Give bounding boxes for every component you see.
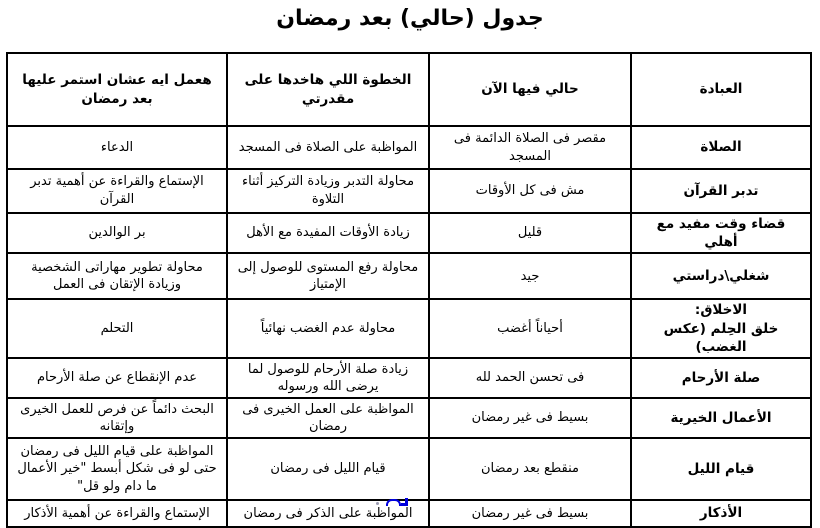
step: زيادة صلة الأرحام للوصول لما يرضى الله و…	[226, 357, 430, 400]
table-row-kinship-ties: صلة الأرحام فى تحسن الحمد لله زيادة صلة …	[6, 357, 812, 400]
table-row-quran-reflection: تدبر القرآن مش فى كل الأوقات محاولة التد…	[6, 168, 812, 214]
table-row-night-prayer: قيام الليل منقطع بعد رمضان قيام الليل فى…	[6, 437, 812, 502]
current-state: جيد	[428, 252, 632, 301]
document-page: { "title": "جدول (حالي) بعد رمضان", "tab…	[6, 6, 812, 528]
step: المواظبة على الصلاة فى المسجد	[226, 125, 430, 170]
worship-plan-table: العبادة حالي فيها الآن الخطوة اللي هاخده…	[6, 52, 812, 528]
column-header-step: الخطوة اللي هاخدها على مقدرتي	[226, 52, 430, 127]
table-row-morals-forbearance: الاخلاق: خلق الحِلم (عكس الغضب) أحياناً …	[6, 298, 812, 360]
table-row-charity-work: الأعمال الخيرية بسيط فى غير رمضان المواظ…	[6, 397, 812, 440]
worship-name: قيام الليل	[630, 437, 812, 502]
step: محاولة التدبر وزيادة التركيز أثناء التلا…	[226, 168, 430, 214]
worship-name: تدبر القرآن	[630, 168, 812, 214]
clipped-glyph-serif	[401, 503, 407, 506]
continue-plan: الإستماع والقراءة عن أهمية تدبر القرآن	[6, 168, 228, 214]
step: زيادة الأوقات المفيدة مع الأهل	[226, 211, 430, 255]
continue-plan: بر الوالدين	[6, 211, 228, 255]
continue-plan: البحث دائماً عن فرص للعمل الخيرى وإتقانه	[6, 397, 228, 440]
worship-name: قضاء وقت مفيد مع أهلي	[630, 211, 812, 255]
clipped-glyph-dot	[376, 502, 379, 505]
current-state: مقصر فى الصلاة الدائمة فى المسجد	[428, 125, 632, 170]
column-header-continue-plan: هعمل ايه عشان استمر عليها بعد رمضان	[6, 52, 228, 127]
current-state: أحياناً أغضب	[428, 298, 632, 360]
column-header-worship: العبادة	[630, 52, 812, 127]
worship-name: شغلي\دراستي	[630, 252, 812, 301]
step: محاولة عدم الغضب نهائياً	[226, 298, 430, 360]
worship-name: الأذكار	[630, 499, 812, 528]
worship-name: الصلاة	[630, 125, 812, 170]
page-title: جدول (حالي) بعد رمضان	[276, 6, 544, 31]
table-row-work-study: شغلي\دراستي جيد محاولة رفع المستوى للوصو…	[6, 252, 812, 301]
current-state: قليل	[428, 211, 632, 255]
worship-name: الاخلاق: خلق الحِلم (عكس الغضب)	[630, 298, 812, 360]
current-state: بسيط فى غير رمضان	[428, 397, 632, 440]
worship-name: الأعمال الخيرية	[630, 397, 812, 440]
step: محاولة رفع المستوى للوصول إلى الإمتياز	[226, 252, 430, 301]
clipped-glyph-ring	[386, 499, 401, 506]
table-row-family-time: قضاء وقت مفيد مع أهلي قليل زيادة الأوقات…	[6, 211, 812, 255]
continue-plan: المواظبة على قيام الليل فى رمضان حتى لو …	[6, 437, 228, 502]
step: المواظبة على العمل الخيرى فى رمضان	[226, 397, 430, 440]
continue-plan: محاولة تطوير مهاراتى الشخصية وزيادة الإت…	[6, 252, 228, 301]
continue-plan: عدم الإنقطاع عن صلة الأرحام	[6, 357, 228, 400]
clipped-glyph-bar	[405, 498, 408, 506]
continue-plan: الدعاء	[6, 125, 228, 170]
step: قيام الليل فى رمضان	[226, 437, 430, 502]
clipped-blue-link-fragment[interactable]	[374, 498, 426, 506]
table-row-prayer: الصلاة مقصر فى الصلاة الدائمة فى المسجد …	[6, 125, 812, 170]
continue-plan: الإستماع والقراءة عن أهمية الأذكار	[6, 499, 228, 528]
current-state: مش فى كل الأوقات	[428, 168, 632, 214]
table-header-row: العبادة حالي فيها الآن الخطوة اللي هاخده…	[6, 52, 812, 127]
current-state: فى تحسن الحمد لله	[428, 357, 632, 400]
current-state: بسيط فى غير رمضان	[428, 499, 632, 528]
worship-name: صلة الأرحام	[630, 357, 812, 400]
continue-plan: التحلم	[6, 298, 228, 360]
current-state: منقطع بعد رمضان	[428, 437, 632, 502]
column-header-current-state: حالي فيها الآن	[428, 52, 632, 127]
